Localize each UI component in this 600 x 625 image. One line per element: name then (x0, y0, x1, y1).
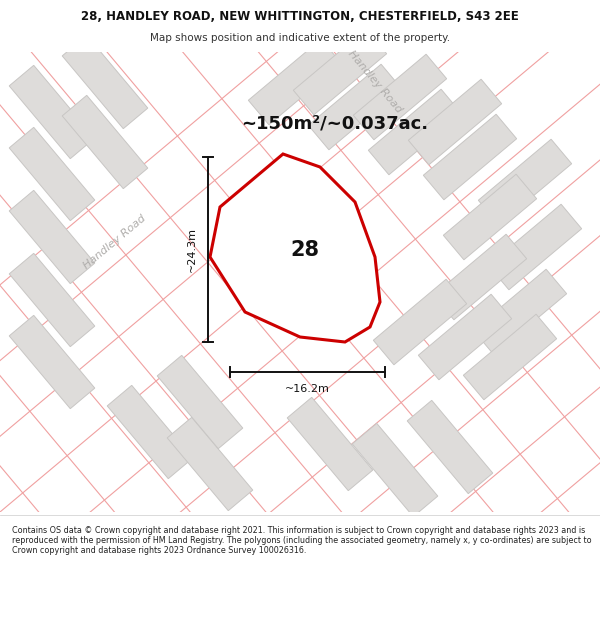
Polygon shape (157, 356, 243, 449)
Polygon shape (210, 154, 380, 342)
Polygon shape (368, 89, 461, 175)
Polygon shape (308, 64, 401, 150)
Polygon shape (418, 294, 512, 380)
Polygon shape (287, 398, 373, 491)
Text: Handley Road: Handley Road (82, 213, 148, 271)
Polygon shape (107, 386, 193, 479)
Polygon shape (407, 401, 493, 494)
Polygon shape (488, 204, 581, 290)
Polygon shape (353, 54, 446, 140)
Text: 28: 28 (290, 240, 320, 260)
Text: 28, HANDLEY ROAD, NEW WHITTINGTON, CHESTERFIELD, S43 2EE: 28, HANDLEY ROAD, NEW WHITTINGTON, CHEST… (81, 11, 519, 23)
Polygon shape (167, 418, 253, 511)
Polygon shape (409, 79, 502, 165)
Polygon shape (9, 253, 95, 347)
Polygon shape (9, 316, 95, 409)
Polygon shape (424, 114, 517, 200)
Polygon shape (352, 423, 438, 517)
Polygon shape (62, 36, 148, 129)
Polygon shape (9, 127, 95, 221)
Text: ~150m²/~0.037ac.: ~150m²/~0.037ac. (241, 115, 428, 133)
Polygon shape (443, 174, 536, 260)
Polygon shape (478, 139, 572, 225)
Text: ~24.3m: ~24.3m (187, 227, 197, 272)
Polygon shape (473, 269, 566, 355)
Polygon shape (62, 96, 148, 189)
Text: ~16.2m: ~16.2m (285, 384, 330, 394)
Polygon shape (9, 66, 95, 159)
Polygon shape (9, 191, 95, 284)
Polygon shape (463, 314, 557, 400)
Polygon shape (248, 39, 341, 125)
Text: Contains OS data © Crown copyright and database right 2021. This information is : Contains OS data © Crown copyright and d… (12, 526, 592, 556)
Text: Handley Road: Handley Road (346, 49, 404, 115)
Polygon shape (433, 234, 527, 320)
Polygon shape (373, 279, 467, 365)
Polygon shape (293, 29, 386, 115)
Text: Map shows position and indicative extent of the property.: Map shows position and indicative extent… (150, 32, 450, 43)
